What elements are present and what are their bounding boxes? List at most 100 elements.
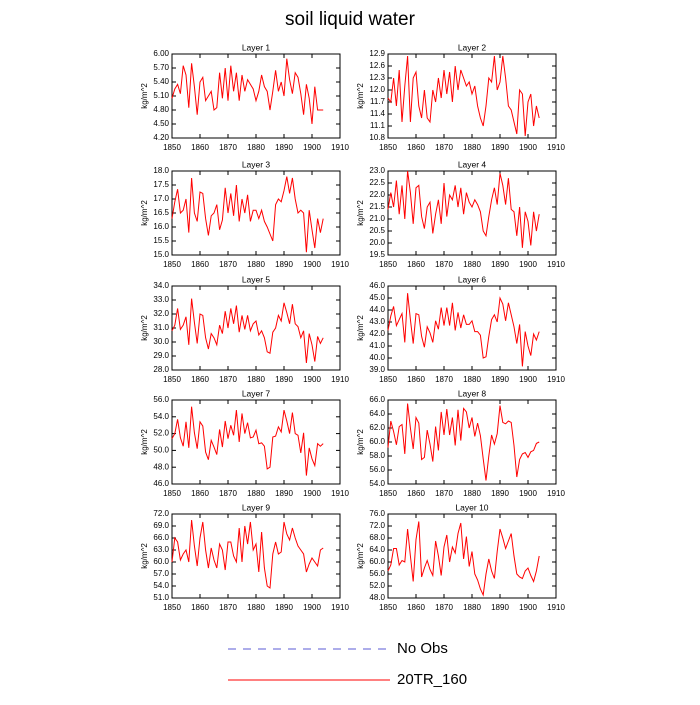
x-tick-label: 1850 [163, 143, 181, 152]
x-tick-label: 1880 [247, 260, 265, 269]
y-tick-label: 11.7 [370, 97, 386, 106]
panel-title: Layer 1 [242, 42, 271, 52]
y-tick-label: 28.0 [153, 365, 169, 374]
x-tick-label: 1870 [219, 260, 237, 269]
y-tick-label: 66.0 [153, 533, 169, 542]
x-tick-label: 1910 [547, 143, 565, 152]
x-tick-label: 1850 [163, 375, 181, 384]
y-tick-label: 60.0 [369, 557, 385, 566]
x-tick-label: 1900 [303, 143, 321, 152]
x-tick-label: 1870 [219, 375, 237, 384]
plot-frame [387, 513, 557, 599]
x-tick-label: 1850 [163, 489, 181, 498]
x-tick-label: 1860 [191, 489, 209, 498]
y-tick-label: 22.5 [369, 178, 385, 187]
y-tick-label: 5.40 [153, 77, 169, 86]
y-axis-label: kg/m^2 [356, 429, 365, 455]
y-tick-label: 16.5 [153, 208, 169, 217]
y-tick-label: 72.0 [369, 521, 385, 530]
y-tick-label: 32.0 [153, 309, 169, 318]
y-tick-label: 21.5 [369, 202, 385, 211]
x-tick-label: 1870 [219, 143, 237, 152]
y-tick-label: 60.0 [153, 557, 169, 566]
plot-frame [171, 170, 341, 256]
data-line [387, 403, 540, 481]
y-axis-label: kg/m^2 [140, 200, 149, 226]
x-tick-label: 1910 [547, 489, 565, 498]
x-tick-label: 1910 [331, 143, 349, 152]
panel-title: Layer 3 [242, 159, 271, 169]
x-tick-label: 1890 [275, 260, 293, 269]
y-axis-label: kg/m^2 [356, 315, 365, 341]
x-tick-label: 1890 [491, 489, 509, 498]
panel-title: Layer 4 [458, 159, 487, 169]
x-tick-label: 1870 [435, 603, 453, 612]
y-tick-label: 15.5 [153, 236, 169, 245]
y-tick-label: 21.0 [369, 214, 385, 223]
y-axis-label: kg/m^2 [140, 543, 149, 569]
x-tick-label: 1900 [519, 143, 537, 152]
x-tick-label: 1880 [247, 489, 265, 498]
y-tick-label: 54.0 [153, 581, 169, 590]
y-tick-label: 45.0 [369, 293, 385, 302]
x-tick-label: 1910 [331, 489, 349, 498]
y-axis-label: kg/m^2 [356, 83, 365, 109]
y-tick-label: 58.0 [369, 451, 385, 460]
x-tick-label: 1860 [407, 260, 425, 269]
x-tick-label: 1910 [547, 375, 565, 384]
x-tick-label: 1860 [407, 143, 425, 152]
y-tick-label: 66.0 [369, 395, 385, 404]
figure-title: soil liquid water [285, 9, 416, 30]
panel-title: Layer 2 [458, 42, 487, 52]
y-tick-label: 18.0 [153, 166, 169, 175]
x-tick-label: 1880 [463, 603, 481, 612]
y-tick-label: 17.5 [153, 180, 169, 189]
data-line [171, 406, 324, 476]
y-tick-label: 11.4 [370, 109, 386, 118]
x-tick-label: 1880 [247, 375, 265, 384]
y-tick-label: 4.50 [153, 119, 169, 128]
y-tick-label: 52.0 [153, 429, 169, 438]
x-tick-label: 1860 [407, 375, 425, 384]
x-tick-label: 1910 [331, 260, 349, 269]
data-line [171, 298, 324, 364]
y-tick-label: 69.0 [153, 521, 169, 530]
plot-frame [171, 513, 341, 599]
y-axis-label: kg/m^2 [140, 429, 149, 455]
data-line [387, 55, 540, 137]
x-tick-label: 1860 [191, 260, 209, 269]
x-tick-label: 1910 [331, 603, 349, 612]
y-tick-label: 60.0 [369, 437, 385, 446]
y-tick-label: 57.0 [153, 569, 169, 578]
plot-frame [387, 285, 557, 371]
x-tick-label: 1860 [407, 489, 425, 498]
x-tick-label: 1870 [219, 603, 237, 612]
panel-title: Layer 9 [242, 502, 271, 512]
y-tick-label: 17.0 [153, 194, 169, 203]
x-tick-label: 1890 [491, 143, 509, 152]
x-tick-label: 1850 [163, 603, 181, 612]
y-tick-label: 5.10 [153, 91, 169, 100]
data-line [387, 170, 540, 248]
y-tick-label: 46.0 [153, 479, 169, 488]
y-tick-label: 11.1 [370, 121, 386, 130]
y-tick-label: 64.0 [369, 409, 385, 418]
y-tick-label: 34.0 [153, 281, 169, 290]
x-tick-label: 1890 [275, 375, 293, 384]
x-tick-label: 1900 [303, 260, 321, 269]
x-tick-label: 1900 [519, 260, 537, 269]
y-tick-label: 48.0 [369, 593, 385, 602]
data-line [171, 519, 324, 589]
y-tick-label: 20.5 [369, 226, 385, 235]
x-tick-label: 1900 [519, 489, 537, 498]
y-tick-label: 33.0 [153, 295, 169, 304]
y-tick-label: 54.0 [369, 479, 385, 488]
x-tick-label: 1880 [463, 260, 481, 269]
y-tick-label: 76.0 [369, 509, 385, 518]
y-axis-label: kg/m^2 [356, 543, 365, 569]
x-tick-label: 1870 [435, 260, 453, 269]
y-tick-label: 19.5 [369, 250, 385, 259]
y-tick-label: 64.0 [369, 545, 385, 554]
x-tick-label: 1850 [379, 375, 397, 384]
data-line [171, 58, 324, 125]
